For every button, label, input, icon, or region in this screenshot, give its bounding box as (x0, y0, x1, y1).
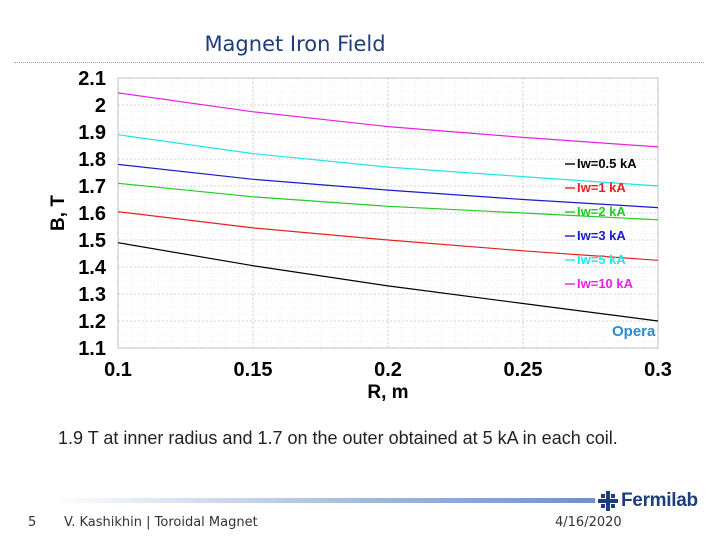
x-tick-label: 0.2 (374, 359, 402, 381)
fermilab-logo-text: Fermilab (621, 490, 698, 511)
y-tick-label: 1.4 (78, 257, 107, 279)
series-line-5 (117, 134, 659, 187)
opera-watermark: Opera (612, 323, 656, 340)
x-tick-labels: 0.1 0.15 0.2 0.25 0.3 (104, 359, 672, 381)
y-tick-label: 1.5 (78, 230, 106, 252)
x-tick-label: 0.1 (104, 359, 132, 381)
footer-bar (50, 498, 595, 503)
legend-entry: Iw=1 kA (577, 180, 626, 195)
y-tick-label: 1.1 (78, 338, 106, 360)
y-tick-label: 1.9 (78, 122, 106, 144)
footer-author-title: V. Kashikhin | Toroidal Magnet (64, 515, 258, 530)
fermilab-logo-icon (598, 491, 618, 511)
legend-entry: Iw=2 kA (577, 204, 626, 219)
legend-entry: Iw=3 kA (577, 228, 626, 243)
legend-entry: Iw=5 kA (577, 252, 626, 267)
legend-entry: Iw=10 kA (577, 276, 634, 291)
y-tick-label: 1.7 (78, 176, 106, 198)
footer-date: 4/16/2020 (555, 515, 622, 530)
y-tick-label: 2 (95, 95, 106, 117)
page-number: 5 (28, 515, 37, 530)
y-tick-label: 1.6 (78, 203, 106, 225)
y-axis-label: B, T (48, 195, 69, 231)
slide-title: Magnet Iron Field (204, 32, 386, 56)
fermilab-logo: Fermilab (598, 490, 710, 512)
series-line-3 (117, 182, 659, 221)
slide-caption: 1.9 T at inner radius and 1.7 on the out… (58, 428, 618, 448)
series-line-6 (117, 92, 659, 148)
y-tick-label: 1.2 (78, 311, 106, 333)
series-line-1 (117, 242, 659, 322)
y-tick-label: 1.3 (78, 284, 106, 306)
y-tick-label: 2.1 (78, 68, 106, 90)
field-chart: 1.11.21.31.41.51.61.71.81.922.1 0.1 0.15 0… (48, 68, 672, 403)
series-lines (117, 92, 659, 322)
x-tick-label: 0.15 (234, 359, 273, 381)
series-line-2 (117, 211, 659, 261)
y-tick-labels: 1.1 1.2 1.3 1.4 1.5 1.6 1.7 1.8 1.9 2 2.1 (78, 68, 107, 360)
y-tick-label: 1.8 (78, 149, 106, 171)
x-axis-label: R, m (367, 382, 408, 403)
legend-entry: Iw=0.5 kA (577, 156, 637, 171)
x-tick-label: 0.25 (504, 359, 543, 381)
title-divider (14, 62, 704, 63)
legend: Iw=0.5 kA Iw=1 kA Iw=2 kA Iw=3 kA Iw=5 kA Iw=… (565, 156, 637, 291)
series-line-4 (117, 163, 659, 209)
x-tick-label: 0.3 (644, 359, 672, 381)
